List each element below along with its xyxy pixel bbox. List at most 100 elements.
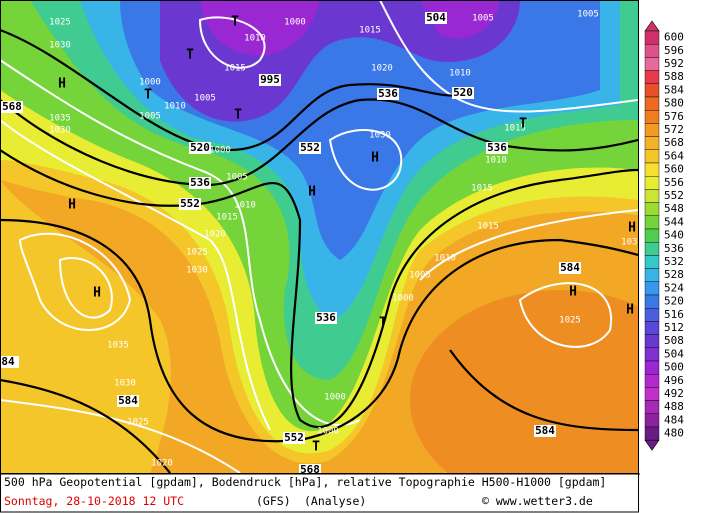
- label-box: [315, 312, 337, 324]
- footer-model: (GFS): [256, 494, 291, 508]
- legend-label: 528: [664, 268, 684, 281]
- isobar-label: 1010: [449, 69, 471, 79]
- isobar-label: 1000: [317, 427, 339, 437]
- geopotential-label: 584: [535, 424, 555, 437]
- pressure-center: H: [58, 77, 66, 92]
- label-box: [0, 356, 19, 368]
- legend-label: 524: [664, 281, 684, 294]
- field-magenta: [200, 0, 500, 56]
- label-box: [299, 464, 321, 473]
- isobar-label: 1030: [621, 238, 643, 248]
- legend-swatch: [644, 30, 660, 45]
- footer-frame: [0, 473, 639, 513]
- legend-label: 488: [664, 400, 684, 413]
- isobar-label: 1020: [371, 64, 393, 74]
- label-box: [452, 87, 474, 99]
- legend-swatch: [644, 294, 660, 309]
- isobar-label: 1005: [577, 10, 599, 20]
- legend-swatch: [644, 255, 660, 269]
- legend-label: 480: [664, 427, 684, 440]
- isobar-label: 1030: [369, 131, 391, 141]
- isobar-label: 1000: [209, 146, 231, 156]
- legend-swatch: [644, 400, 660, 415]
- geopotential-label: 84: [1, 355, 15, 368]
- footer-date: Sonntag, 28-10-2018 12 UTC: [4, 494, 184, 508]
- isobar-label: 1030: [114, 379, 136, 389]
- legend-label: 564: [664, 149, 684, 162]
- isobar-label: 1000: [392, 294, 414, 304]
- legend-swatch: [644, 334, 660, 349]
- footer-title: 500 hPa Geopotential [gpdam], Bodendruck…: [4, 475, 606, 489]
- legend-label: 504: [664, 347, 684, 360]
- isobar-label: 1010: [164, 102, 186, 112]
- geopotential-label: 536: [378, 87, 398, 100]
- geopotential-label: 995: [260, 73, 280, 86]
- isobar-label: 1015: [359, 26, 381, 36]
- pressure-center: T: [144, 88, 152, 103]
- legend-swatch: [644, 136, 660, 151]
- geopotential-label: 504: [426, 11, 446, 24]
- pressure-center: H: [626, 303, 634, 318]
- legend-label: 532: [664, 255, 684, 268]
- legend-swatch: [644, 123, 660, 137]
- legend-swatch: [644, 189, 660, 203]
- legend-swatch: [644, 175, 660, 190]
- legend-label: 544: [664, 215, 684, 228]
- label-box: [189, 177, 211, 189]
- legend-swatch: [644, 268, 660, 283]
- legend-swatch: [644, 109, 660, 124]
- isobar-label: 1030: [49, 126, 71, 136]
- legend-label: 484: [664, 413, 684, 426]
- legend-label: 500: [664, 361, 684, 374]
- legend-swatch: [644, 374, 660, 388]
- legend-label: 576: [664, 110, 684, 123]
- legend-swatch: [644, 149, 660, 164]
- pressure-center: H: [93, 286, 101, 301]
- pressure-center: H: [628, 221, 636, 236]
- pressure-center: T: [234, 108, 242, 123]
- legend-swatch: [644, 426, 660, 441]
- isobar-label: 1000: [139, 78, 161, 88]
- label-box: [425, 12, 447, 24]
- pressure-center: T: [379, 316, 387, 331]
- geopotential-label: 568: [2, 100, 22, 113]
- legend-swatch: [644, 57, 660, 71]
- isobar-label: 1015: [216, 213, 238, 223]
- isobar-label: 1010: [244, 34, 266, 44]
- geopotential-label: 536: [487, 141, 507, 154]
- isobars: [0, 0, 638, 473]
- isobar-label: 1015: [504, 124, 526, 134]
- isobar-label: 1015: [477, 222, 499, 232]
- legend-swatch: [644, 44, 660, 58]
- legend-swatch: [644, 308, 660, 322]
- legend-swatch: [644, 228, 660, 243]
- geopotential-label: 552: [300, 141, 320, 154]
- isobar-label: 1010: [234, 201, 256, 211]
- isobar-label: 1005: [226, 173, 248, 183]
- isobar-label: 1025: [127, 418, 149, 428]
- legend-label: 512: [664, 321, 684, 334]
- isobar-label: 1005: [472, 14, 494, 24]
- legend-label: 592: [664, 57, 684, 70]
- geopotential-label: 536: [316, 311, 336, 324]
- legend-arrow-bottom: [644, 439, 660, 451]
- isobar-label: 1035: [49, 114, 71, 124]
- color-legend: 6005965925885845805765725685645605565525…: [644, 20, 684, 451]
- pressure-center: H: [68, 198, 76, 213]
- isobar-label: 1010: [485, 156, 507, 166]
- isobar-label: 1030: [186, 266, 208, 276]
- legend-label: 492: [664, 387, 684, 400]
- isobar-label: 1025: [49, 18, 71, 28]
- isobar-label: 1000: [324, 393, 346, 403]
- isobar-label: 1035: [107, 341, 129, 351]
- label-box: [486, 142, 508, 154]
- legend-label: 552: [664, 189, 684, 202]
- legend-label: 568: [664, 136, 684, 149]
- label-box: [179, 198, 201, 210]
- label-box: [259, 74, 281, 86]
- legend-label: 548: [664, 202, 684, 215]
- isobar-label: 1005: [139, 112, 161, 122]
